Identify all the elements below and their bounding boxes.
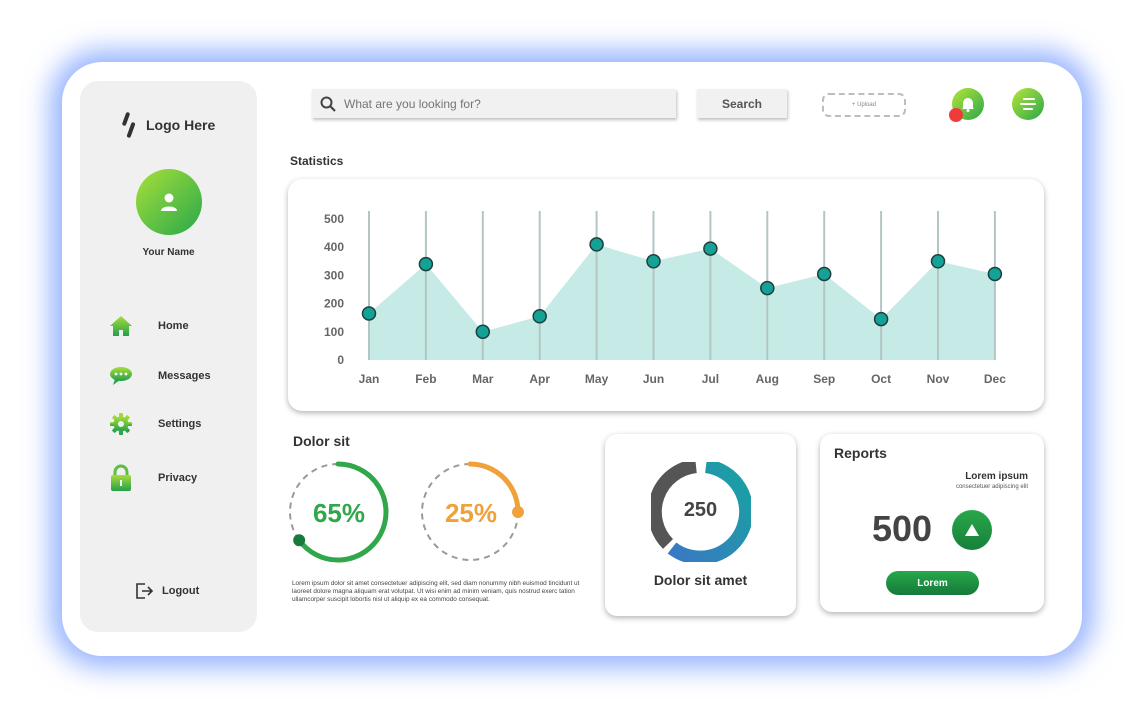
home-icon (108, 313, 134, 339)
x-tick-label: Nov (927, 372, 950, 386)
donut-chart (651, 462, 751, 562)
logout-label: Logout (162, 585, 200, 597)
menu-icon (1020, 98, 1036, 110)
ring-1-label: 65% (312, 498, 366, 528)
logout-button[interactable]: Logout (134, 581, 199, 601)
sidebar-item-privacy[interactable]: Privacy (108, 463, 197, 493)
trend-up-button[interactable] (952, 510, 992, 550)
dolor-title: Dolor sit (293, 433, 350, 449)
upload-button[interactable]: + Upload (822, 93, 906, 117)
donut-segment-color (667, 462, 751, 562)
sidebar-item-settings[interactable]: Settings (108, 409, 201, 439)
ring-progress (467, 461, 521, 515)
data-point[interactable] (930, 254, 946, 269)
progress-ring-2 (421, 461, 524, 561)
donut-caption: Dolor sit amet (653, 572, 748, 588)
logout-icon (136, 583, 154, 599)
ring-end-dot (512, 506, 524, 518)
x-tick-label: Jan (359, 372, 380, 386)
notification-badge (949, 108, 963, 122)
search-bar (312, 89, 676, 118)
logo-mark-icon (121, 111, 136, 139)
y-tick-label: 500 (324, 212, 344, 226)
data-point[interactable] (475, 324, 491, 340)
user-icon (161, 193, 177, 211)
menu-button[interactable] (1012, 88, 1044, 120)
x-tick-label: May (585, 372, 609, 386)
search-input[interactable] (344, 96, 664, 111)
x-tick-label: Oct (871, 372, 891, 386)
reports-value: 500 (872, 508, 933, 549)
x-tick-label: Sep (813, 372, 835, 386)
data-point[interactable] (418, 256, 434, 272)
reports-action-button[interactable]: Lorem (886, 571, 979, 595)
sidebar-item-home[interactable]: Home (108, 311, 189, 341)
x-tick-label: Dec (984, 372, 1006, 386)
sidebar: Logo Here Your Name Home (80, 81, 257, 632)
arrow-up-icon (965, 524, 979, 536)
x-tick-label: Aug (756, 372, 779, 386)
y-tick-label: 400 (324, 240, 344, 254)
statistics-chart: 500 400 300 200 100 0 Jan Feb Mar Apr May Jun Jul Aug… (324, 211, 1006, 386)
ring-end-dot (293, 534, 306, 547)
donut-value: 250 (683, 499, 718, 521)
y-tick-label: 100 (324, 325, 344, 339)
statistics-title: Statistics (290, 154, 344, 168)
y-tick-label: 0 (337, 353, 344, 367)
data-point[interactable] (987, 266, 1003, 282)
user-name: Your Name (142, 247, 195, 258)
donut-segment-dark (651, 462, 698, 549)
data-point[interactable] (873, 311, 889, 327)
avatar[interactable] (136, 169, 202, 235)
x-tick-label: Apr (529, 372, 550, 386)
logo-text: Logo Here (146, 117, 216, 133)
logo[interactable]: Logo Here (121, 111, 216, 139)
chart-area (369, 244, 995, 360)
data-point[interactable] (760, 280, 775, 296)
sidebar-item-messages[interactable]: Messages (108, 361, 211, 391)
reports-subtext: consectetuer adipiscing elit (955, 484, 1028, 490)
ring-progress (296, 461, 389, 563)
data-point[interactable] (646, 254, 661, 269)
x-tick-label: Mar (472, 372, 494, 386)
progress-ring-1 (289, 461, 389, 563)
gear-icon (108, 411, 134, 437)
data-point[interactable] (816, 266, 832, 282)
search-icon (320, 96, 336, 112)
sidebar-item-label: Home (158, 320, 189, 332)
x-tick-label: Feb (415, 372, 436, 386)
sidebar-item-label: Messages (158, 370, 211, 382)
data-point[interactable] (532, 309, 547, 324)
dashboard-window: Logo Here Your Name Home (70, 70, 1072, 648)
data-point[interactable] (361, 306, 377, 321)
y-tick-label: 200 (324, 297, 344, 311)
sidebar-item-label: Privacy (158, 472, 198, 484)
sidebar-item-label: Settings (158, 418, 202, 430)
lock-icon (108, 464, 134, 491)
statistics-card: 500 400 300 200 100 0 Jan Feb Mar Apr May Jun Jul Aug… (288, 179, 1044, 411)
donut-card: 250 Dolor sit amet (605, 434, 796, 616)
reports-subtitle: Lorem ipsum (965, 471, 1028, 482)
reports-card: Reports Lorem ipsum consectetuer adipisc… (820, 434, 1044, 612)
ring-2-label: 25% (444, 498, 498, 528)
reports-title: Reports (834, 445, 887, 461)
x-tick-label: Jun (643, 372, 664, 386)
data-point[interactable] (589, 237, 604, 252)
y-tick-label: 300 (324, 268, 344, 282)
x-tick-label: Jul (702, 372, 719, 386)
description-text: Lorem ipsum dolor sit amet consectetuer … (292, 580, 580, 603)
chat-icon (108, 363, 134, 389)
bell-icon (962, 98, 974, 112)
search-button[interactable]: Search (697, 89, 787, 118)
data-point[interactable] (703, 241, 718, 256)
